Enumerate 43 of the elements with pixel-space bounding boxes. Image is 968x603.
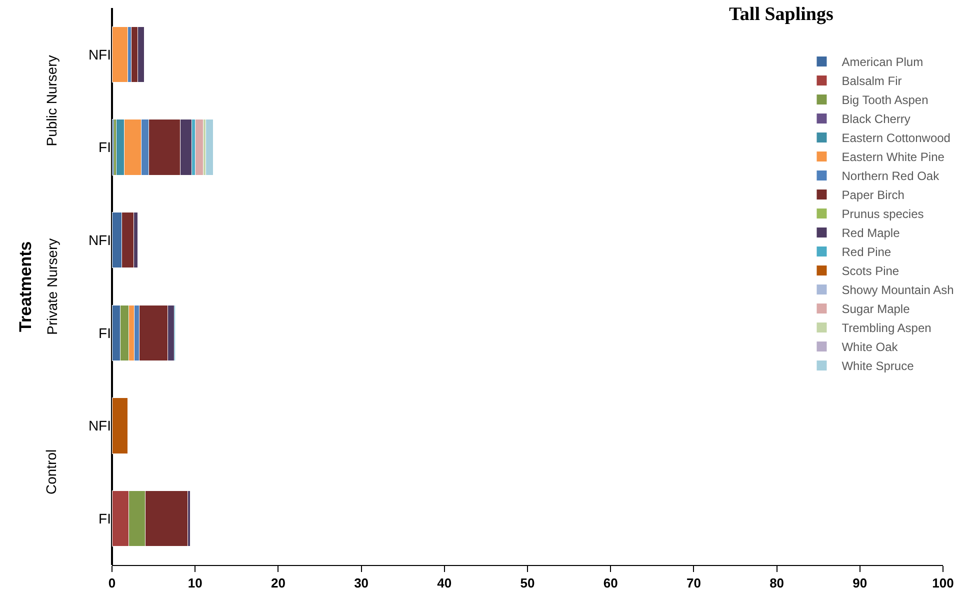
y-tick-label: FI	[98, 324, 111, 341]
y-axis-title: Treatments	[16, 241, 35, 332]
x-tick-label: 60	[603, 576, 618, 591]
x-tick-label: 0	[108, 576, 116, 591]
y-tick-label: NFI	[88, 232, 111, 248]
text: Control	[43, 449, 60, 495]
text: Public Nursery	[44, 55, 60, 146]
legend-label: Paper Birch	[842, 188, 904, 202]
legend-label: Black Cherry	[842, 112, 910, 126]
bar	[112, 26, 128, 83]
x-tick-label: 30	[354, 576, 369, 591]
x-tick-label: 90	[852, 576, 868, 591]
legend-label: Red Maple	[842, 226, 900, 240]
text: Private Nursery	[44, 238, 60, 335]
legend-label: Eastern Cottonwood	[842, 131, 950, 146]
legend-label: White Oak	[842, 340, 899, 354]
y-tick-label: NFI	[88, 418, 111, 434]
x-tick-label: 10	[188, 576, 202, 591]
legend-label: Prunus species	[842, 207, 924, 222]
legend-label: Big Tooth Aspen	[842, 93, 928, 108]
legend-label: Scots Pine	[842, 264, 900, 278]
y-tick-label: NFI	[88, 46, 111, 62]
legend-label: Trembling Aspen	[842, 321, 932, 336]
chart-title: Tall Saplings	[729, 4, 834, 25]
x-tick-label: 20	[270, 576, 286, 591]
y-tick-label: FI	[98, 139, 111, 156]
legend-label: Sugar Maple	[842, 302, 910, 316]
legend-label: Balsalm Fir	[842, 74, 902, 88]
x-tick-label: 50	[520, 576, 535, 591]
x-tick-label: 70	[686, 576, 701, 591]
legend-label: White Spruce	[842, 359, 914, 374]
x-tick-label: 80	[770, 576, 784, 591]
y-tick-label: FI	[98, 510, 111, 526]
legend-label: Showy Mountain Ash	[842, 283, 954, 298]
x-tick-label: 100	[932, 576, 954, 591]
legend-label: Northern Red Oak	[842, 169, 940, 184]
legend-label: American Plum	[842, 55, 924, 70]
legend-label: Eastern White Pine	[842, 150, 945, 164]
bar	[206, 119, 214, 176]
bar	[112, 398, 128, 454]
x-tick-label: 40	[437, 576, 452, 591]
bar	[194, 119, 204, 176]
legend-label: Red Pine	[842, 245, 892, 260]
